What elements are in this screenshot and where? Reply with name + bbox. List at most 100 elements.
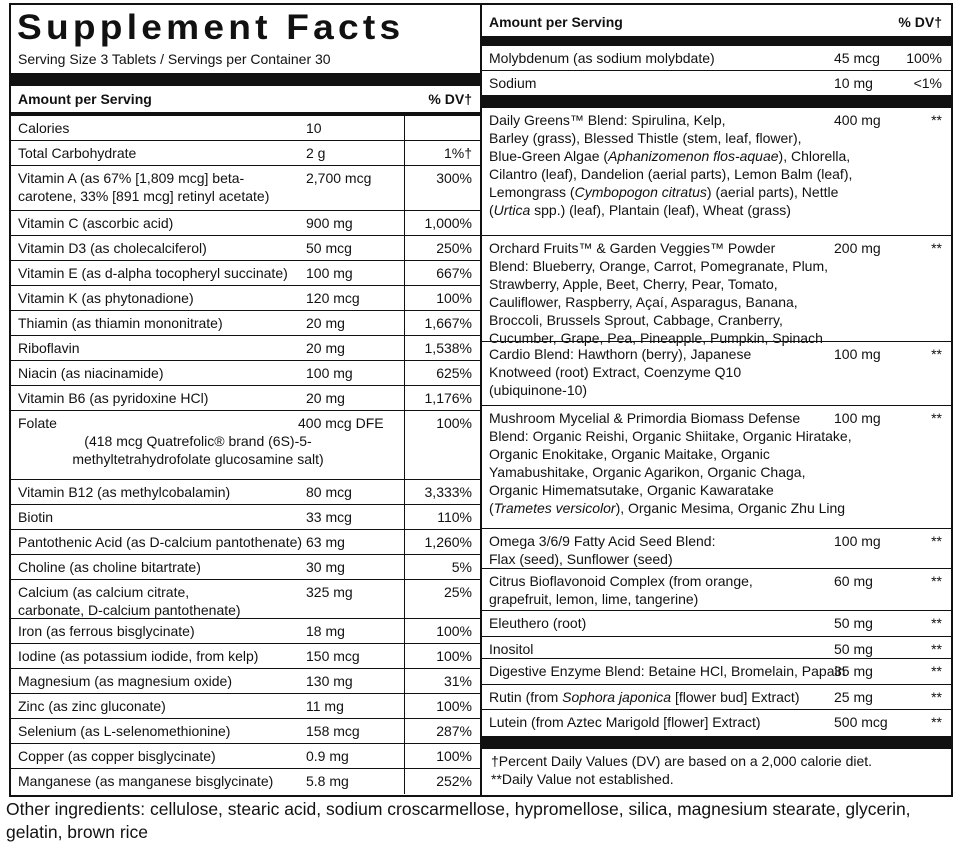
nutrient-dv: 250% bbox=[436, 240, 472, 256]
nutrient-amount: 0.9 mg bbox=[306, 748, 349, 764]
column-header-right: Amount per Serving % DV† bbox=[482, 14, 951, 34]
nutrient-row: Thiamin (as thiamin mononitrate) 20 mg 1,6… bbox=[11, 311, 480, 336]
nutrient-name: Calories bbox=[18, 120, 70, 136]
nutrient-dv: 100% bbox=[436, 623, 472, 639]
nutrient-row: Inositol 50 mg ** bbox=[482, 637, 951, 659]
nutrient-name: Calcium (as calcium citrate, carbonate, … bbox=[18, 584, 241, 618]
nutrient-row: Cardio Blend: Hawthorn (berry), Japanese… bbox=[482, 342, 951, 406]
nutrient-row: Orchard Fruits™ & Garden Veggies™ Powder… bbox=[482, 236, 951, 346]
nutrient-name: Citrus Bioflavonoid Complex (from orange… bbox=[489, 573, 753, 607]
nutrient-amount: 2,700 mcg bbox=[306, 170, 372, 186]
nutrient-row: Choline (as choline bitartrate) 30 mg 5% bbox=[11, 555, 480, 580]
nutrient-dv: 25% bbox=[443, 584, 472, 600]
nutrient-dv: ** bbox=[931, 346, 942, 362]
nutrient-amount: 20 mg bbox=[306, 340, 345, 356]
dv-column-rule bbox=[404, 116, 405, 794]
nutrient-amount: 158 mcg bbox=[306, 723, 360, 739]
nutrient-row: Iron (as ferrous bisglycinate) 18 mg 100% bbox=[11, 619, 480, 644]
nutrient-row: Manganese (as manganese bisglycinate) 5.8… bbox=[11, 769, 480, 794]
supplement-facts-panel: Supplement Facts Serving Size 3 Tablets … bbox=[9, 3, 953, 797]
dv-header: % DV† bbox=[898, 14, 942, 30]
nutrient-dv: 100% bbox=[436, 698, 472, 714]
nutrient-row: Total Carbohydrate 2 g 1%† bbox=[11, 141, 480, 166]
nutrient-name: Folate bbox=[18, 415, 57, 431]
nutrient-amount: 20 mg bbox=[306, 315, 345, 331]
nutrient-row: Iodine (as potassium iodide, from kelp) 1… bbox=[11, 644, 480, 669]
nutrient-amount: 33 mcg bbox=[306, 509, 352, 525]
nutrient-table: Calories 10 Total Carbohydrate 2 g 1%† Vitami… bbox=[11, 116, 480, 794]
nutrient-name: Vitamin K (as phytonadione) bbox=[18, 290, 194, 306]
nutrient-dv: 300% bbox=[436, 170, 472, 186]
dv-header: % DV† bbox=[428, 91, 472, 107]
nutrient-name: Vitamin B6 (as pyridoxine HCl) bbox=[18, 390, 209, 406]
nutrient-name: Niacin (as niacinamide) bbox=[18, 365, 164, 381]
nutrient-amount: 50 mcg bbox=[306, 240, 352, 256]
nutrient-amount: 45 mcg bbox=[834, 50, 880, 66]
nutrient-row: Molybdenum (as sodium molybdate) 45 mcg 10… bbox=[482, 46, 951, 71]
nutrient-dv: 287% bbox=[436, 723, 472, 739]
nutrient-amount: 50 mg bbox=[834, 641, 873, 657]
footnote: †Percent Daily Values (DV) are based on … bbox=[491, 753, 873, 787]
nutrient-dv: 1,538% bbox=[424, 340, 472, 356]
panel-title: Supplement Facts bbox=[17, 8, 405, 47]
nutrient-amount: 120 mcg bbox=[306, 290, 360, 306]
blend-table: Daily Greens™ Blend: Spirulina, Kelp, Ba… bbox=[482, 108, 951, 736]
nutrient-row: Lutein (from Aztec Marigold [flower] Ext… bbox=[482, 710, 951, 736]
nutrient-dv: 625% bbox=[436, 365, 472, 381]
nutrient-dv: 1,260% bbox=[424, 534, 472, 550]
nutrient-amount: 200 mg bbox=[834, 240, 881, 256]
nutrient-name: Vitamin E (as d-alpha tocopheryl succina… bbox=[18, 265, 288, 281]
nutrient-amount: 11 mg bbox=[306, 698, 344, 714]
nutrient-name: Choline (as choline bitartrate) bbox=[18, 559, 201, 575]
nutrient-name: Digestive Enzyme Blend: Betaine HCl, Bro… bbox=[489, 663, 846, 679]
nutrient-amount: 500 mcg bbox=[834, 714, 888, 730]
nutrient-name: Biotin bbox=[18, 509, 54, 525]
nutrient-amount: 130 mg bbox=[306, 673, 353, 689]
nutrient-amount: 25 mg bbox=[834, 689, 873, 705]
nutrient-dv: 252% bbox=[436, 773, 472, 789]
nutrient-amount: 100 mg bbox=[834, 533, 881, 549]
nutrient-amount: 35 mg bbox=[834, 663, 873, 679]
nutrient-name: Omega 3/6/9 Fatty Acid Seed Blend: Flax … bbox=[489, 533, 716, 567]
nutrient-amount: 100 mg bbox=[834, 346, 881, 362]
nutrient-row: Vitamin A (as 67% [1,809 mcg] beta- caro… bbox=[11, 166, 480, 211]
nutrient-dv: ** bbox=[931, 240, 942, 256]
nutrient-amount: 5.8 mg bbox=[306, 773, 349, 789]
nutrient-dv: 110% bbox=[437, 509, 472, 525]
nutrient-name: Cardio Blend: Hawthorn (berry), Japanese… bbox=[489, 346, 752, 398]
nutrient-row: Niacin (as niacinamide) 100 mg 625% bbox=[11, 361, 480, 386]
nutrient-dv: ** bbox=[931, 615, 942, 631]
nutrient-amount: 100 mg bbox=[306, 365, 353, 381]
nutrient-row: Calories 10 bbox=[11, 116, 480, 141]
nutrient-amount: 400 mcg DFE bbox=[298, 415, 384, 431]
nutrient-row: Vitamin C (ascorbic acid) 900 mg 1,000% bbox=[11, 211, 480, 236]
thick-rule bbox=[482, 736, 951, 749]
nutrient-row: Vitamin D3 (as cholecalciferol) 50 mcg 250… bbox=[11, 236, 480, 261]
nutrient-name: Total Carbohydrate bbox=[18, 145, 137, 161]
nutrient-dv: ** bbox=[931, 112, 942, 128]
nutrient-name: Orchard Fruits™ & Garden Veggies™ Powder… bbox=[489, 240, 829, 346]
thick-rule bbox=[11, 73, 480, 86]
nutrient-name: Iodine (as potassium iodide, from kelp) bbox=[18, 648, 259, 664]
nutrient-dv: 100% bbox=[436, 415, 472, 431]
nutrient-row: Vitamin K (as phytonadione) 120 mcg 100% bbox=[11, 286, 480, 311]
nutrient-amount: 20 mg bbox=[306, 390, 345, 406]
nutrient-row: Digestive Enzyme Blend: Betaine HCl, Bro… bbox=[482, 659, 951, 685]
nutrient-name: Zinc (as zinc gluconate) bbox=[18, 698, 166, 714]
nutrient-name: Eleuthero (root) bbox=[489, 615, 587, 631]
nutrient-dv: <1% bbox=[913, 75, 942, 91]
nutrient-name: Magnesium (as magnesium oxide) bbox=[18, 673, 232, 689]
amount-header: Amount per Serving bbox=[18, 91, 152, 107]
nutrient-name: Vitamin C (ascorbic acid) bbox=[18, 215, 174, 231]
nutrient-name: Mushroom Mycelial & Primordia Biomass De… bbox=[489, 410, 852, 516]
nutrient-row: Riboflavin 20 mg 1,538% bbox=[11, 336, 480, 361]
nutrient-row: Selenium (as L-selenomethionine) 158 mcg 2… bbox=[11, 719, 480, 744]
nutrient-dv: 667% bbox=[436, 265, 472, 281]
nutrient-dv: 1,000% bbox=[424, 215, 472, 231]
nutrient-amount: 100 mg bbox=[306, 265, 353, 281]
nutrient-row: Citrus Bioflavonoid Complex (from orange… bbox=[482, 569, 951, 611]
nutrient-dv: 100% bbox=[436, 748, 472, 764]
nutrient-dv: 3,333% bbox=[424, 484, 472, 500]
left-column: Supplement Facts Serving Size 3 Tablets … bbox=[11, 5, 480, 795]
nutrient-dv: 100% bbox=[436, 648, 472, 664]
